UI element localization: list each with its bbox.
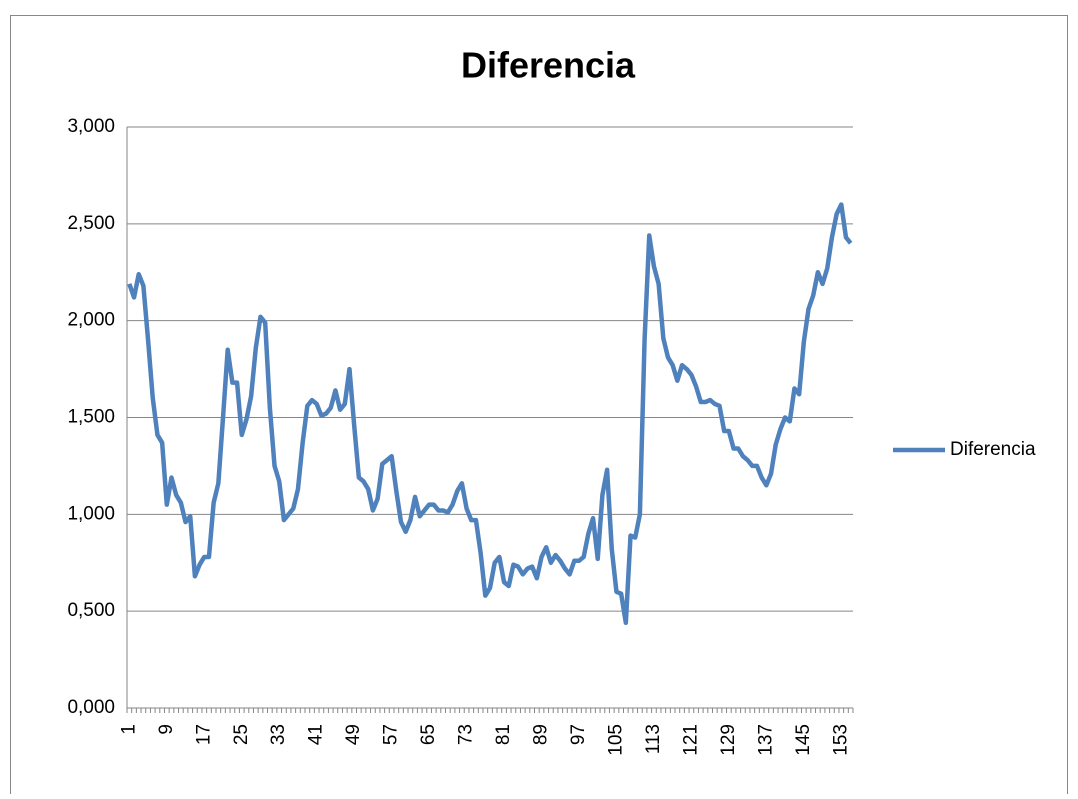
x-tick-label: 81 (493, 724, 514, 745)
x-tick-label: 97 (568, 724, 589, 745)
x-tick-label: 25 (231, 724, 252, 745)
y-tick-label: 0,500 (67, 600, 115, 621)
y-tick-label: 1,500 (67, 407, 115, 428)
y-tick-label: 0,000 (67, 697, 115, 718)
x-tick-label: 145 (793, 724, 814, 756)
x-tick-label: 137 (755, 724, 776, 756)
x-tick-label: 49 (343, 724, 364, 745)
x-tick-label: 121 (680, 724, 701, 756)
y-tick-label: 2,000 (67, 310, 115, 331)
x-tick-label: 57 (381, 724, 402, 745)
y-tick-label: 3,000 (67, 116, 115, 137)
x-tick-label: 41 (306, 724, 327, 745)
x-tick-label: 9 (156, 724, 177, 735)
x-tick-label: 1 (118, 724, 139, 735)
x-tick-label: 89 (531, 724, 552, 745)
x-tick-label: 105 (605, 724, 626, 756)
x-tick-label: 17 (193, 724, 214, 745)
x-tick-label: 153 (830, 724, 851, 756)
y-tick-label: 1,000 (67, 503, 115, 524)
y-tick-label: 2,500 (67, 213, 115, 234)
x-tick-label: 65 (418, 724, 439, 745)
chart-title: Diferencia (461, 45, 636, 86)
x-tick-label: 73 (456, 724, 477, 745)
x-tick-label: 129 (718, 724, 739, 756)
chart-border (10, 15, 1068, 799)
data-line (127, 202, 853, 626)
legend-label: Diferencia (950, 439, 1036, 460)
x-tick-label: 33 (268, 724, 289, 745)
x-tick-label: 113 (643, 724, 664, 754)
